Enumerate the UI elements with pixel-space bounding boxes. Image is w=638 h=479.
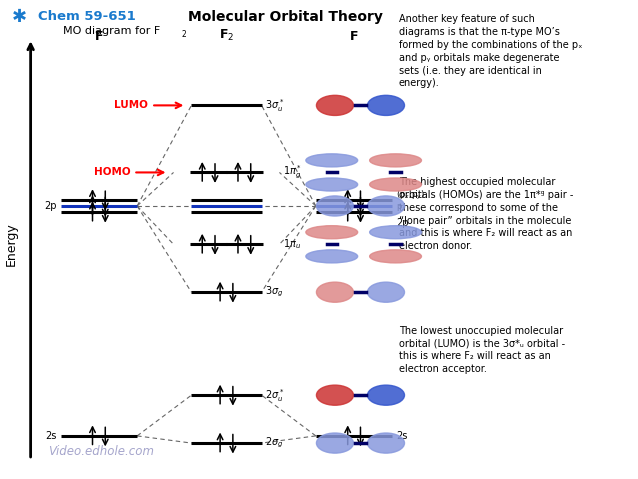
Text: 3$\sigma_g$: 3$\sigma_g$: [265, 285, 284, 299]
Text: 2: 2: [182, 30, 186, 38]
Ellipse shape: [316, 385, 353, 405]
Ellipse shape: [367, 433, 404, 453]
Text: MO diagram for F: MO diagram for F: [63, 26, 160, 35]
Text: Chem 59-651: Chem 59-651: [38, 10, 136, 23]
Ellipse shape: [316, 95, 353, 115]
Text: HOMO: HOMO: [94, 168, 130, 177]
Text: 1$\pi_u$: 1$\pi_u$: [283, 238, 301, 251]
Ellipse shape: [306, 250, 358, 263]
Text: Video.edhole.com: Video.edhole.com: [48, 445, 154, 458]
Ellipse shape: [316, 196, 353, 216]
Text: 2p: 2p: [396, 218, 409, 228]
Text: 2$\sigma^*_u$: 2$\sigma^*_u$: [265, 387, 285, 404]
Text: 3$\sigma^*_u$: 3$\sigma^*_u$: [265, 97, 285, 114]
Ellipse shape: [369, 250, 422, 263]
Text: F: F: [350, 30, 359, 43]
Text: 1$\pi^*_g$: 1$\pi^*_g$: [283, 164, 302, 181]
Ellipse shape: [367, 385, 404, 405]
Ellipse shape: [369, 154, 422, 167]
Text: 2p: 2p: [44, 201, 57, 211]
Ellipse shape: [367, 282, 404, 302]
Text: ✱: ✱: [11, 8, 27, 26]
Ellipse shape: [306, 226, 358, 239]
Text: (p$_x$,p$_y$): (p$_x$,p$_y$): [396, 188, 425, 202]
Text: 2$\sigma_g$: 2$\sigma_g$: [265, 436, 284, 450]
Ellipse shape: [367, 196, 404, 216]
Ellipse shape: [369, 226, 422, 239]
Ellipse shape: [316, 282, 353, 302]
Text: F$_2$: F$_2$: [219, 28, 234, 43]
Text: Molecular Orbital Theory: Molecular Orbital Theory: [188, 10, 383, 24]
Text: LUMO: LUMO: [114, 101, 148, 110]
Ellipse shape: [367, 95, 404, 115]
Text: F: F: [94, 30, 103, 43]
Ellipse shape: [306, 154, 358, 167]
Text: Energy: Energy: [5, 222, 18, 266]
Ellipse shape: [369, 178, 422, 191]
Text: The lowest unoccupied molecular
orbital (LUMO) is the 3σ*ᵤ orbital -
this is whe: The lowest unoccupied molecular orbital …: [399, 326, 565, 374]
Ellipse shape: [306, 178, 358, 191]
Text: 2s: 2s: [396, 431, 408, 441]
Text: 2s: 2s: [45, 431, 57, 441]
Ellipse shape: [316, 433, 353, 453]
Text: The highest occupied molecular
orbitals (HOMOs) are the 1π*ᵍ pair -
these corres: The highest occupied molecular orbitals …: [399, 177, 573, 251]
Text: p$_z$: p$_z$: [396, 203, 407, 213]
Text: Another key feature of such
diagrams is that the π-type MO’s
formed by the combi: Another key feature of such diagrams is …: [399, 14, 582, 88]
